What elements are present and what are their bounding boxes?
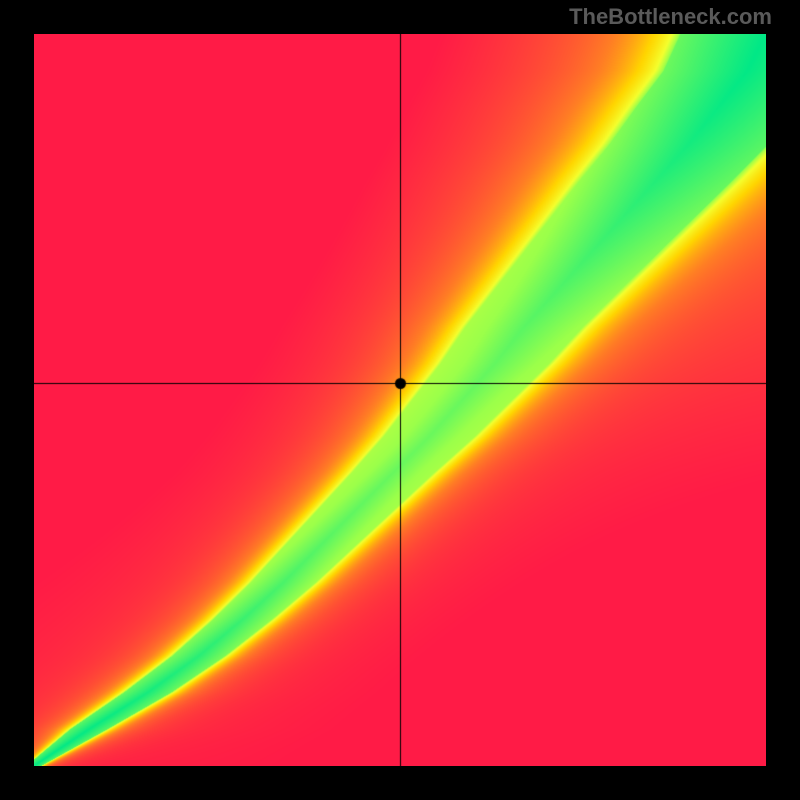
watermark-text: TheBottleneck.com — [569, 4, 772, 30]
bottleneck-heatmap — [34, 34, 766, 766]
chart-container: TheBottleneck.com — [0, 0, 800, 800]
